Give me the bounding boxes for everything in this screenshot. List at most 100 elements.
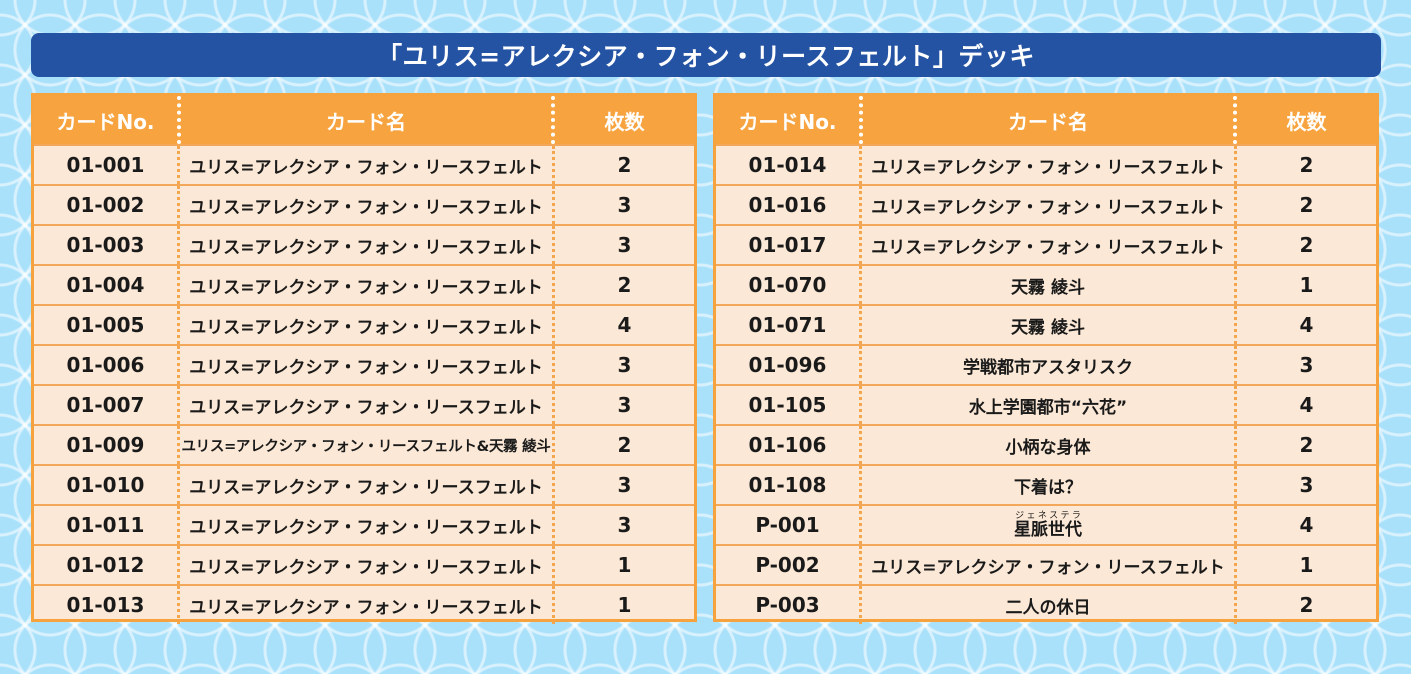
card-name: ユリス=アレクシア・フォン・リースフェルト xyxy=(177,186,555,224)
table-row: 01-016 ユリス=アレクシア・フォン・リースフェルト 2 xyxy=(716,184,1376,224)
card-quantity: 4 xyxy=(1299,313,1314,337)
table-row: 01-012 ユリス=アレクシア・フォン・リースフェルト 1 xyxy=(34,544,694,584)
card-name-reading: ジェネステラ xyxy=(1014,510,1082,521)
card-name: ユリス=アレクシア・フォン・リースフェルト xyxy=(177,586,555,624)
card-quantity: 3 xyxy=(617,353,632,377)
card-number: 01-003 xyxy=(66,233,145,257)
card-name: ユリス=アレクシア・フォン・リースフェルト xyxy=(859,186,1237,224)
page-title: 「ユリス=アレクシア・フォン・リースフェルト」デッキ xyxy=(31,33,1381,77)
table-row: P-003 二人の休日 2 xyxy=(716,584,1376,624)
table-row: 01-011 ユリス=アレクシア・フォン・リースフェルト 3 xyxy=(34,504,694,544)
card-number: 01-105 xyxy=(748,393,827,417)
card-name: ユリス=アレクシア・フォン・リースフェルト xyxy=(177,306,555,344)
card-name: 天霧 綾斗 xyxy=(859,266,1237,304)
card-name: ユリス=アレクシア・フォン・リースフェルト xyxy=(859,546,1237,584)
table-row: 01-002 ユリス=アレクシア・フォン・リースフェルト 3 xyxy=(34,184,694,224)
card-quantity: 3 xyxy=(617,513,632,537)
card-name: 天霧 綾斗 xyxy=(859,306,1237,344)
header-card-number: カードNo. xyxy=(738,109,837,134)
card-quantity: 2 xyxy=(1299,233,1314,257)
header-card-name: カード名 xyxy=(859,96,1237,144)
card-number: 01-005 xyxy=(66,313,145,337)
card-quantity: 1 xyxy=(617,553,632,577)
card-name: ユリス=アレクシア・フォン・リースフェルト xyxy=(859,226,1237,264)
table-row: 01-013 ユリス=アレクシア・フォン・リースフェルト 1 xyxy=(34,584,694,624)
card-number: 01-017 xyxy=(748,233,827,257)
card-quantity: 2 xyxy=(1299,153,1314,177)
card-name: ユリス=アレクシア・フォン・リースフェルト xyxy=(859,146,1237,184)
card-quantity: 1 xyxy=(1299,553,1314,577)
card-name: ユリス=アレクシア・フォン・リースフェルト xyxy=(177,506,555,544)
card-name: ユリス=アレクシア・フォン・リースフェルト&天霧 綾斗 xyxy=(177,426,555,464)
card-quantity: 3 xyxy=(1299,473,1314,497)
header-card-number: カードNo. xyxy=(56,109,155,134)
card-quantity: 2 xyxy=(617,273,632,297)
card-number: 01-016 xyxy=(748,193,827,217)
header-quantity: 枚数 xyxy=(1286,109,1327,134)
card-number: 01-002 xyxy=(66,193,145,217)
table-row: 01-105 水上学園都市“六花” 4 xyxy=(716,384,1376,424)
card-number: 01-006 xyxy=(66,353,145,377)
card-quantity: 4 xyxy=(617,313,632,337)
card-name: 小柄な身体 xyxy=(859,426,1237,464)
card-name: ユリス=アレクシア・フォン・リースフェルト xyxy=(177,266,555,304)
header-card-name: カード名 xyxy=(177,96,555,144)
card-quantity: 4 xyxy=(1299,513,1314,537)
card-quantity: 1 xyxy=(617,593,632,617)
card-number: 01-012 xyxy=(66,553,145,577)
card-number: 01-007 xyxy=(66,393,145,417)
table-row: P-002 ユリス=アレクシア・フォン・リースフェルト 1 xyxy=(716,544,1376,584)
table-row: 01-001 ユリス=アレクシア・フォン・リースフェルト 2 xyxy=(34,144,694,184)
table-row: 01-009 ユリス=アレクシア・フォン・リースフェルト&天霧 綾斗 2 xyxy=(34,424,694,464)
card-number: 01-070 xyxy=(748,273,827,297)
card-quantity: 3 xyxy=(1299,353,1314,377)
deck-table-right: カードNo. カード名 枚数 01-014 ユリス=アレクシア・フォン・リースフェ… xyxy=(713,93,1379,624)
card-number: 01-001 xyxy=(66,153,145,177)
card-quantity: 3 xyxy=(617,193,632,217)
table-row: 01-004 ユリス=アレクシア・フォン・リースフェルト 2 xyxy=(34,264,694,304)
card-number: P-001 xyxy=(755,513,820,537)
table-row: 01-108 下着は？ 3 xyxy=(716,464,1376,504)
card-name: ユリス=アレクシア・フォン・リースフェルト xyxy=(177,546,555,584)
card-quantity: 3 xyxy=(617,233,632,257)
card-name: 学戦都市アスタリスク xyxy=(859,346,1237,384)
card-number: 01-009 xyxy=(66,433,145,457)
card-quantity: 2 xyxy=(1299,433,1314,457)
card-number: 01-071 xyxy=(748,313,827,337)
table-row: 01-003 ユリス=アレクシア・フォン・リースフェルト 3 xyxy=(34,224,694,264)
card-name: 星脈世代ジェネステラ xyxy=(859,506,1237,544)
card-name: ユリス=アレクシア・フォン・リースフェルト xyxy=(177,386,555,424)
card-quantity: 4 xyxy=(1299,393,1314,417)
card-quantity: 1 xyxy=(1299,273,1314,297)
card-name: ユリス=アレクシア・フォン・リースフェルト xyxy=(177,146,555,184)
table-row: 01-014 ユリス=アレクシア・フォン・リースフェルト 2 xyxy=(716,144,1376,184)
card-number: 01-013 xyxy=(66,593,145,617)
table-header: カードNo. カード名 枚数 xyxy=(34,96,694,144)
card-quantity: 3 xyxy=(617,393,632,417)
card-name: ユリス=アレクシア・フォン・リースフェルト xyxy=(177,466,555,504)
table-row: 01-071 天霧 綾斗 4 xyxy=(716,304,1376,344)
card-quantity: 2 xyxy=(1299,593,1314,617)
card-number: P-002 xyxy=(755,553,820,577)
card-name: 下着は？ xyxy=(859,466,1237,504)
card-number: 01-106 xyxy=(748,433,827,457)
card-name: 二人の休日 xyxy=(859,586,1237,624)
table-row: 01-070 天霧 綾斗 1 xyxy=(716,264,1376,304)
table-row: P-001 星脈世代ジェネステラ 4 xyxy=(716,504,1376,544)
card-quantity: 2 xyxy=(617,153,632,177)
card-number: 01-108 xyxy=(748,473,827,497)
card-name: ユリス=アレクシア・フォン・リースフェルト xyxy=(177,346,555,384)
deck-table-left: カードNo. カード名 枚数 01-001 ユリス=アレクシア・フォン・リースフェ… xyxy=(31,93,697,624)
table-row: 01-007 ユリス=アレクシア・フォン・リースフェルト 3 xyxy=(34,384,694,424)
card-quantity: 3 xyxy=(617,473,632,497)
card-number: 01-096 xyxy=(748,353,827,377)
card-name-text: 星脈世代 xyxy=(1014,519,1082,540)
card-number: P-003 xyxy=(755,593,820,617)
table-header: カードNo. カード名 枚数 xyxy=(716,96,1376,144)
table-row: 01-106 小柄な身体 2 xyxy=(716,424,1376,464)
card-quantity: 2 xyxy=(617,433,632,457)
table-row: 01-017 ユリス=アレクシア・フォン・リースフェルト 2 xyxy=(716,224,1376,264)
card-number: 01-010 xyxy=(66,473,145,497)
card-name: ユリス=アレクシア・フォン・リースフェルト xyxy=(177,226,555,264)
card-name: 水上学園都市“六花” xyxy=(859,386,1237,424)
